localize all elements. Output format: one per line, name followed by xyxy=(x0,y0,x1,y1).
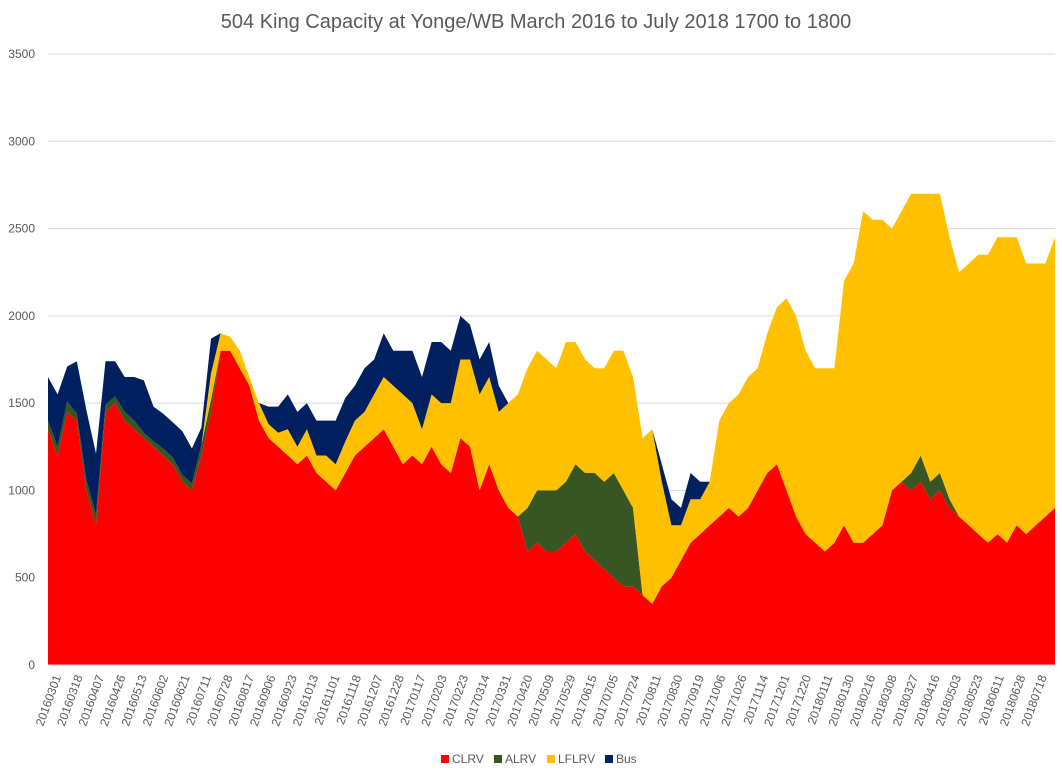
y-tick-label: 3000 xyxy=(8,134,35,148)
legend: CLRV ALRV LFLRV Bus xyxy=(441,752,637,766)
chart-title: 504 King Capacity at Yonge/WB March 2016… xyxy=(221,11,851,33)
legend-label: CLRV xyxy=(452,752,484,766)
legend-swatch-alrv xyxy=(494,755,502,763)
y-axis: 0 500 1000 1500 2000 2500 3000 3500 xyxy=(8,47,35,672)
y-tick-label: 1500 xyxy=(8,396,35,410)
legend-label: Bus xyxy=(616,752,637,766)
y-tick-label: 0 xyxy=(28,658,35,672)
y-tick-label: 1000 xyxy=(8,483,35,497)
y-tick-label: 2000 xyxy=(8,309,35,323)
y-tick-label: 3500 xyxy=(8,47,35,61)
y-tick-label: 2500 xyxy=(8,222,35,236)
plot-area xyxy=(48,193,1055,665)
y-tick-label: 500 xyxy=(15,571,35,585)
legend-label: ALRV xyxy=(505,752,536,766)
x-axis: 2016030120160318201604072016042620160513… xyxy=(33,664,1055,728)
series-area-bus xyxy=(48,193,1055,526)
legend-swatch-clrv xyxy=(441,755,449,763)
series-area-lflrv xyxy=(48,193,1055,604)
series-area-clrv xyxy=(48,350,1055,665)
legend-label: LFLRV xyxy=(558,752,595,766)
legend-swatch-bus xyxy=(605,755,613,763)
legend-swatch-lflrv xyxy=(547,755,555,763)
